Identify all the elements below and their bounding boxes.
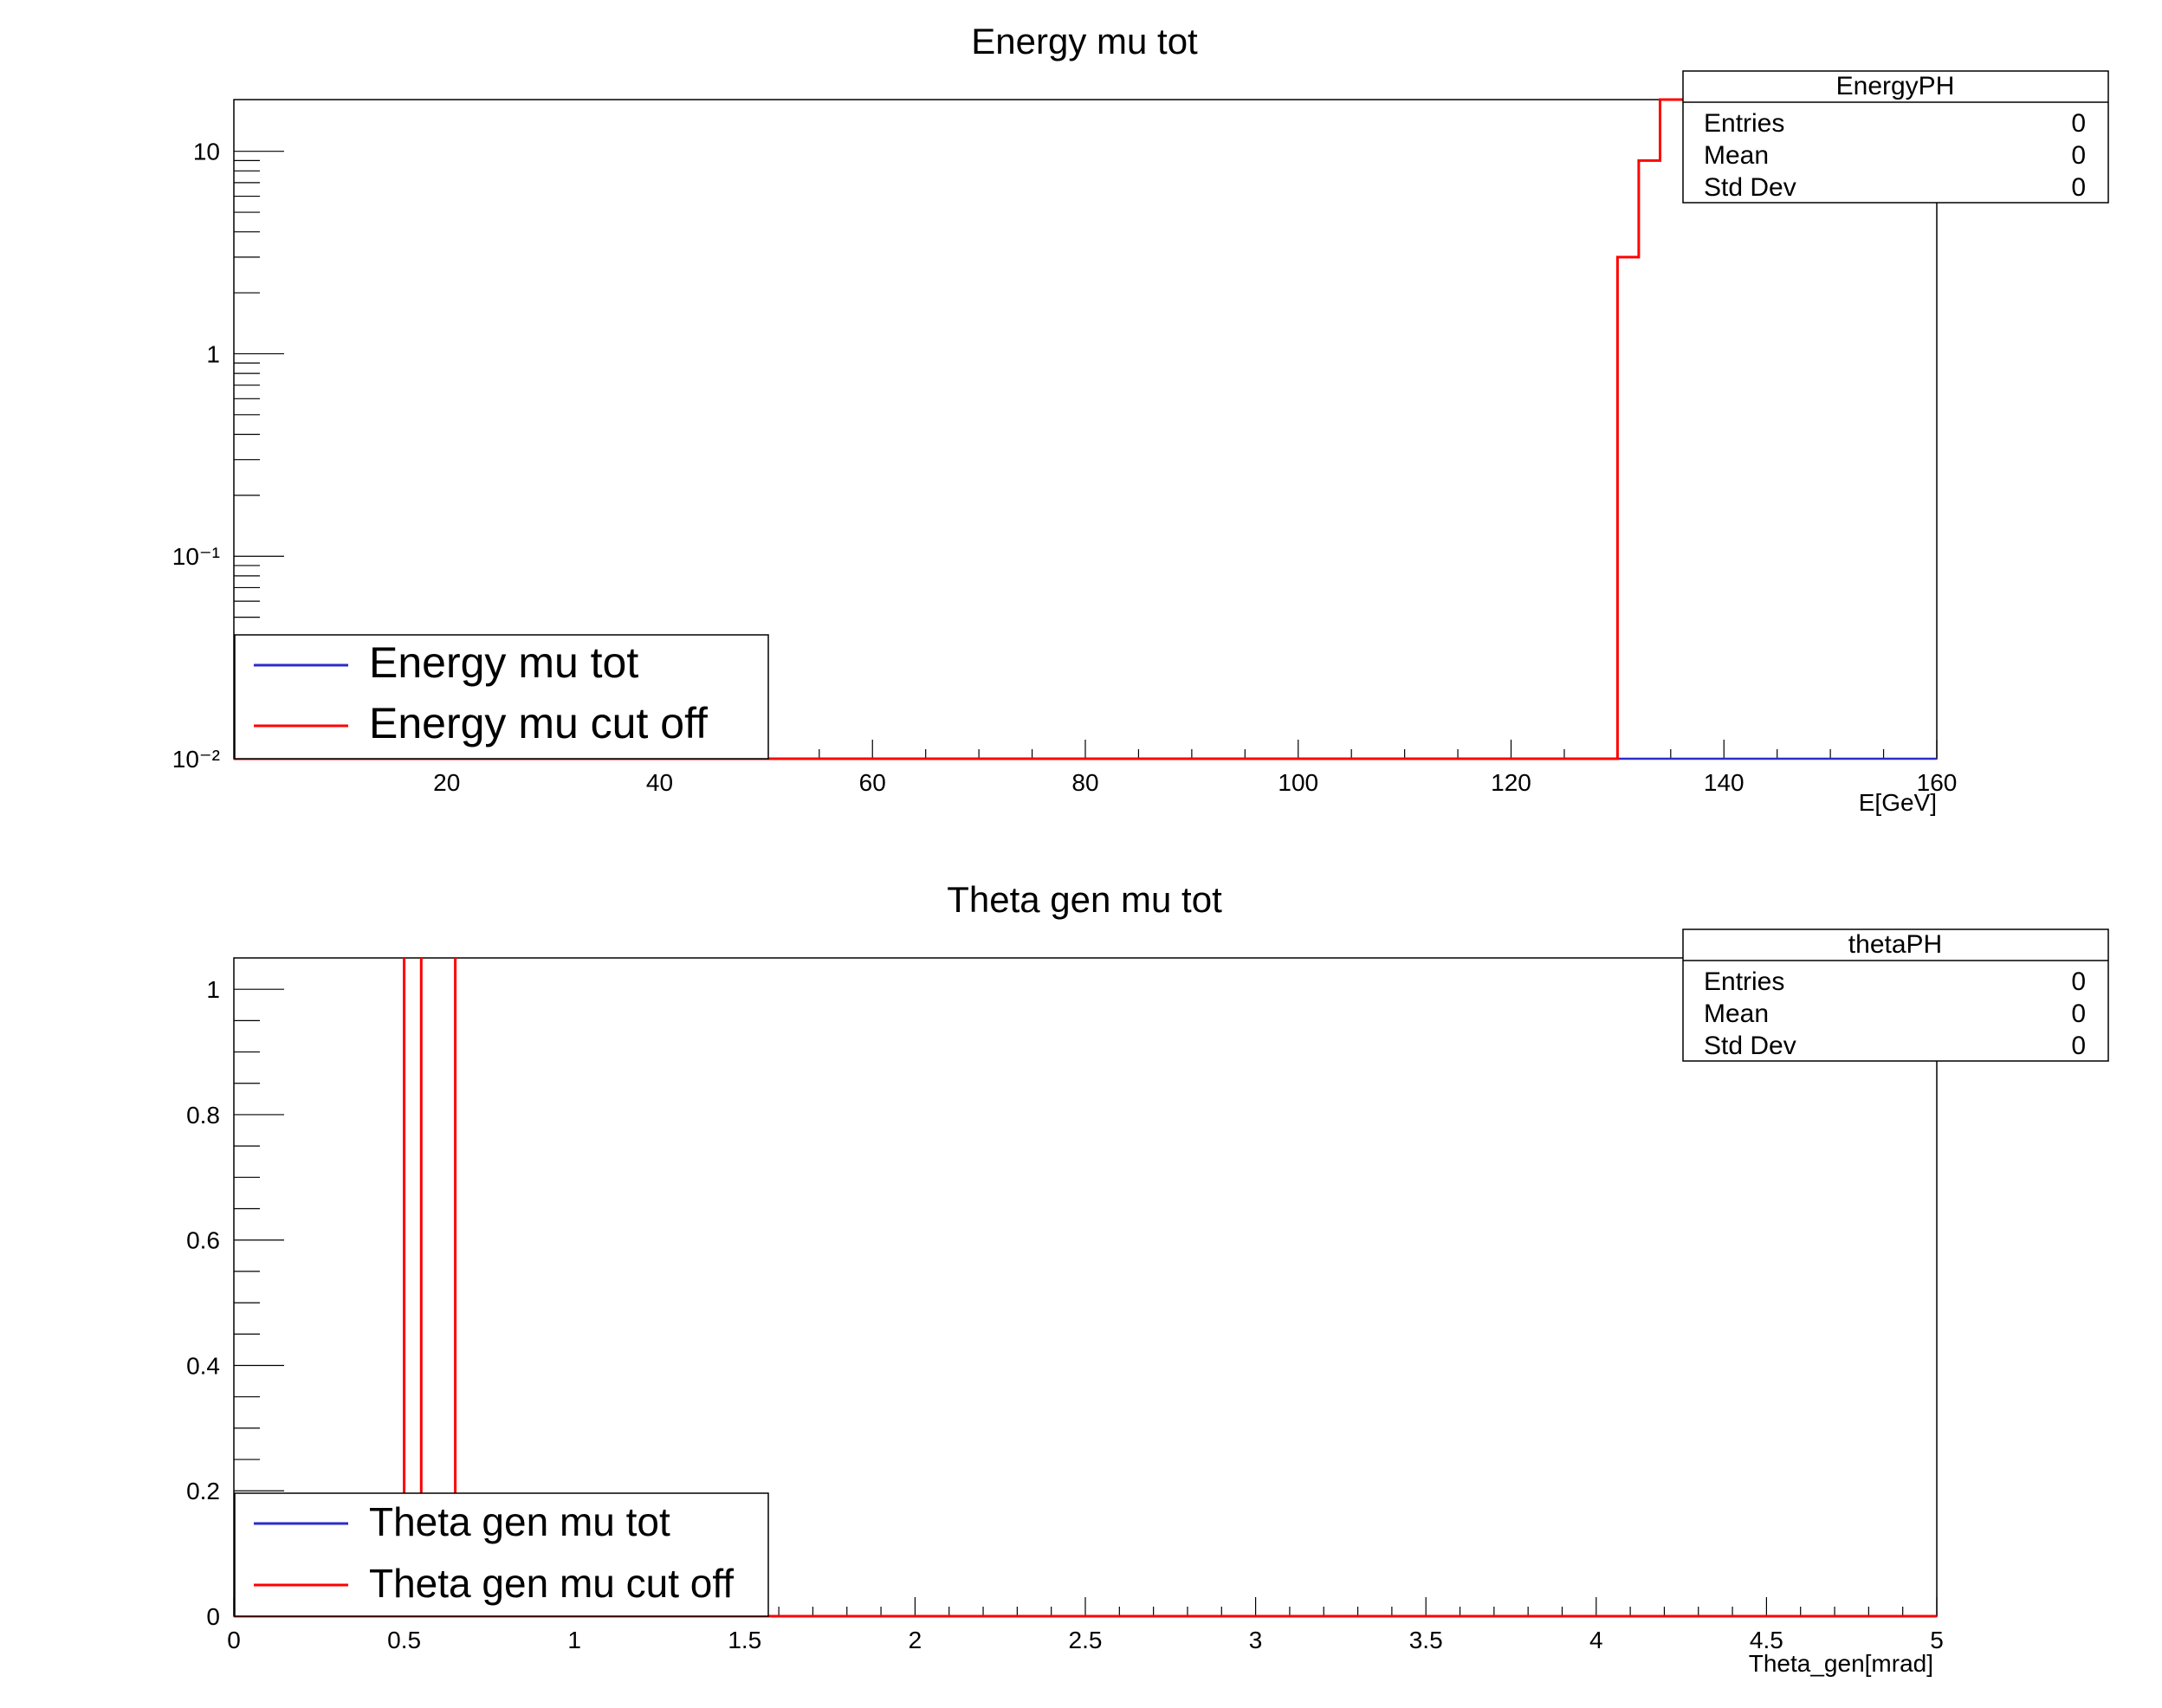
energy-stats-label-entries: Entries xyxy=(1704,109,1784,138)
x-tick-label: 3 xyxy=(1249,1627,1263,1653)
x-tick-label: 4.5 xyxy=(1750,1627,1783,1653)
energy-chart-title: Energy mu tot xyxy=(971,21,1198,61)
energy-plot-area: 20 40 60 80 100 120 140 160 10 1 10⁻¹ 10⁻² xyxy=(172,98,1958,796)
y-tick-label: 0.4 xyxy=(186,1352,220,1379)
theta-stats-title: thetaPH xyxy=(1848,930,1942,959)
x-tick-label: 5 xyxy=(1930,1627,1944,1653)
y-tick-label: 0 xyxy=(206,1603,220,1630)
energy-stats-label-mean: Mean xyxy=(1704,141,1769,170)
x-tick-label: 2.5 xyxy=(1069,1627,1103,1653)
energy-stats-value-mean: 0 xyxy=(2071,141,2086,170)
y-tick-label: 0.8 xyxy=(186,1102,220,1129)
energy-legend-label-tot: Energy mu tot xyxy=(369,638,638,687)
x-tick-label: 4 xyxy=(1589,1627,1603,1653)
x-tick-label: 0.5 xyxy=(387,1627,421,1653)
theta-x-axis-label: Theta_gen[mrad] xyxy=(1749,1650,1933,1677)
energy-stats-value-entries: 0 xyxy=(2071,109,2086,138)
energy-stats-frame xyxy=(1682,70,2109,204)
theta-stats-value-stddev: 0 xyxy=(2071,1032,2086,1060)
theta-legend: Theta gen mu tot Theta gen mu cut off xyxy=(234,1492,769,1617)
theta-plot-area: 0 0.5 1 1.5 2 2.5 3 3.5 4 4.5 5 0 0.2 0.4 0.6 0.8 1 xyxy=(186,957,1944,1653)
x-tick-label: 120 xyxy=(1491,769,1531,796)
energy-stats-title: EnergyPH xyxy=(1836,72,1955,100)
energy-series xyxy=(234,98,1937,760)
x-tick-label: 2 xyxy=(909,1627,922,1653)
energy-stats-box: EnergyPH Entries 0 Mean 0 Std Dev 0 xyxy=(1682,70,2109,204)
energy-x-axis-label: E[GeV] xyxy=(1859,789,1937,816)
theta-stats-label-stddev: Std Dev xyxy=(1704,1032,1796,1060)
x-tick-label: 3.5 xyxy=(1409,1627,1443,1653)
y-tick-label: 10 xyxy=(193,139,220,165)
theta-stats-value-mean: 0 xyxy=(2071,1000,2086,1028)
energy-legend-frame xyxy=(234,634,769,760)
x-tick-label: 1 xyxy=(567,1627,581,1653)
theta-stats-frame xyxy=(1682,928,2109,1062)
theta-stats-label-mean: Mean xyxy=(1704,1000,1769,1028)
x-tick-label: 100 xyxy=(1278,769,1318,796)
theta-stats-label-entries: Entries xyxy=(1704,967,1784,996)
y-tick-label: 1 xyxy=(206,340,220,367)
x-tick-label: 1.5 xyxy=(728,1627,761,1653)
energy-legend: Energy mu tot Energy mu cut off xyxy=(234,634,769,760)
theta-stats-value-entries: 0 xyxy=(2071,967,2086,996)
energy-x-ticks: 20 40 60 80 100 120 140 160 xyxy=(286,740,1958,796)
theta-legend-label-tot: Theta gen mu tot xyxy=(369,1499,670,1544)
x-tick-label: 40 xyxy=(646,769,673,796)
x-tick-label: 20 xyxy=(433,769,460,796)
x-tick-label: 140 xyxy=(1704,769,1744,796)
energy-stats-value-stddev: 0 xyxy=(2071,173,2086,202)
theta-legend-frame xyxy=(234,1492,769,1617)
y-tick-label: 10⁻² xyxy=(172,746,220,773)
theta-legend-label-cutoff: Theta gen mu cut off xyxy=(369,1561,734,1606)
y-tick-label: 0.6 xyxy=(186,1227,220,1254)
theta-panel: Theta gen mu tot 0 0.5 1 1.5 2 2.5 3 3.5 4 4.5 5 0… xyxy=(186,879,2109,1677)
y-tick-label: 1 xyxy=(206,976,220,1003)
x-tick-label: 60 xyxy=(859,769,886,796)
theta-x-ticks: 0 0.5 1 1.5 2 2.5 3 3.5 4 4.5 5 xyxy=(227,1597,1944,1653)
energy-legend-label-cutoff: Energy mu cut off xyxy=(369,699,708,747)
theta-stats-box: thetaPH Entries 0 Mean 0 Std Dev 0 xyxy=(1682,928,2109,1062)
x-tick-label: 80 xyxy=(1071,769,1098,796)
x-tick-label: 160 xyxy=(1917,769,1958,796)
theta-series-line-cutoff xyxy=(234,958,1937,1618)
x-tick-label: 0 xyxy=(227,1627,241,1653)
theta-chart-title: Theta gen mu tot xyxy=(947,879,1222,920)
y-tick-label: 0.2 xyxy=(186,1478,220,1504)
energy-series-line-cutoff xyxy=(234,98,1937,760)
energy-panel: Energy mu tot 20 40 60 80 100 120 140 160 10 1 10… xyxy=(172,21,2109,816)
energy-stats-label-stddev: Std Dev xyxy=(1704,173,1796,202)
y-tick-label: 10⁻¹ xyxy=(172,543,220,570)
